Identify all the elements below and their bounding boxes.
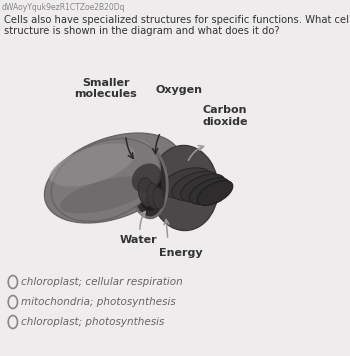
Ellipse shape <box>138 177 155 206</box>
Ellipse shape <box>147 183 160 209</box>
Text: mitochondria; photosynthesis: mitochondria; photosynthesis <box>21 297 176 307</box>
Ellipse shape <box>189 178 229 204</box>
Ellipse shape <box>132 163 161 193</box>
Ellipse shape <box>51 138 160 221</box>
Text: Energy: Energy <box>159 248 202 258</box>
Ellipse shape <box>130 148 167 218</box>
Ellipse shape <box>60 177 152 214</box>
Ellipse shape <box>181 174 225 202</box>
Ellipse shape <box>197 180 233 205</box>
Ellipse shape <box>172 172 219 200</box>
Ellipse shape <box>58 171 170 215</box>
Ellipse shape <box>49 139 151 187</box>
Text: chloroplast; cellular respiration: chloroplast; cellular respiration <box>21 277 183 287</box>
Ellipse shape <box>44 133 181 223</box>
Text: structure is shown in the diagram and what does it do?: structure is shown in the diagram and wh… <box>4 26 279 36</box>
Ellipse shape <box>162 168 212 198</box>
Text: Oxygen: Oxygen <box>156 85 203 95</box>
Ellipse shape <box>150 146 218 231</box>
Text: dWAoyYquk9ezR1CTZoe2B20Dq: dWAoyYquk9ezR1CTZoe2B20Dq <box>1 3 125 12</box>
Text: Cells also have specialized structures for specific functions. What cellular: Cells also have specialized structures f… <box>4 15 350 25</box>
Ellipse shape <box>153 187 164 209</box>
Text: Water: Water <box>120 235 158 245</box>
Text: chloroplast; photosynthesis: chloroplast; photosynthesis <box>21 317 165 327</box>
Ellipse shape <box>51 143 135 187</box>
Text: Carbon
dioxide: Carbon dioxide <box>202 105 248 127</box>
Text: Smaller
molecules: Smaller molecules <box>74 78 137 99</box>
Ellipse shape <box>135 159 162 211</box>
